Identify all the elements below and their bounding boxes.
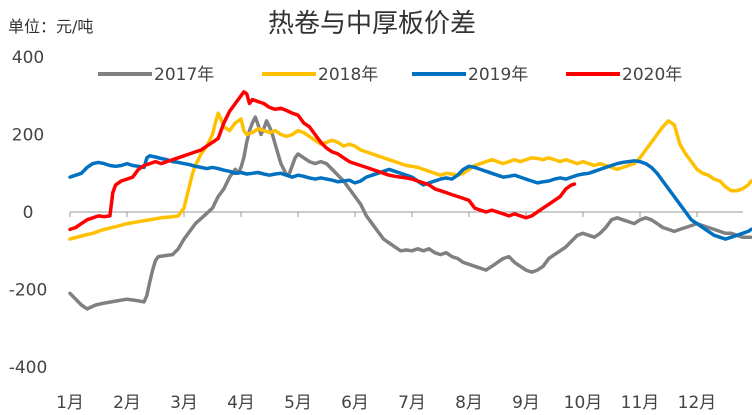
x-tick-label: 4月 (227, 393, 255, 413)
x-tick-label: 7月 (398, 393, 426, 413)
legend-label: 2018年 (318, 65, 378, 85)
x-tick-label: 3月 (170, 393, 198, 413)
y-tick-label: -200 (9, 281, 48, 301)
x-tick-label: 2月 (113, 393, 141, 413)
x-tick-label: 6月 (341, 393, 369, 413)
series-line (68, 115, 752, 311)
x-tick-label: 8月 (455, 393, 483, 413)
x-axis: 1月 2月 3月 4月 5月 6月 7月 8月 9月 10月 11月 12月 (56, 211, 743, 413)
series-layer (68, 90, 752, 311)
legend: 2017年 2018年 2019年 2020年 (98, 65, 682, 85)
series-line (68, 90, 577, 232)
y-tick-label: -400 (9, 358, 48, 378)
unit-label: 单位：元/吨 (8, 17, 93, 36)
x-tick-label: 11月 (621, 393, 660, 413)
x-tick-label: 5月 (284, 393, 312, 413)
y-tick-label: 0 (23, 203, 34, 223)
y-axis: 400 200 0 -200 -400 (9, 48, 48, 378)
legend-label: 2017年 (154, 65, 214, 85)
chart-title: 热卷与中厚板价差 (268, 9, 476, 39)
legend-label: 2020年 (622, 65, 682, 85)
y-tick-label: 200 (12, 126, 44, 146)
series-line (68, 111, 752, 241)
x-tick-label: 9月 (512, 393, 540, 413)
y-tick-label: 400 (12, 48, 44, 68)
series-line (68, 154, 752, 241)
legend-label: 2019年 (468, 65, 528, 85)
x-tick-label: 1月 (56, 393, 84, 413)
x-tick-label: 10月 (564, 393, 603, 413)
x-tick-label: 12月 (678, 393, 717, 413)
